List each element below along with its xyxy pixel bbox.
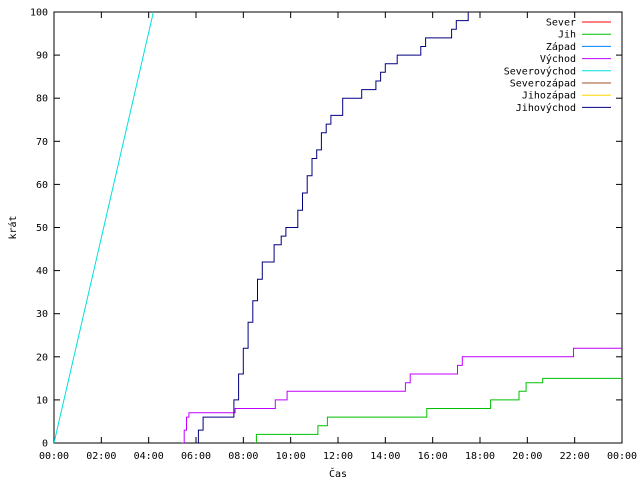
x-tick-label: 14:00 (370, 451, 400, 462)
legend: SeverJihZápadVýchodSeverovýchodSeverozáp… (504, 18, 611, 114)
x-tick-label: 10:00 (276, 451, 306, 462)
legend-label: Severovýchod (504, 65, 576, 77)
series-layer (54, 12, 622, 443)
y-tick-label: 40 (36, 266, 48, 277)
x-tick-label: 04:00 (134, 451, 164, 462)
legend-label: Severozápad (510, 78, 576, 90)
legend-label: Jih (558, 30, 576, 41)
legend-label: Západ (546, 41, 576, 53)
x-tick-label: 16:00 (418, 451, 448, 462)
x-axis-label: Čas (329, 467, 347, 480)
y-tick-label: 60 (36, 180, 48, 191)
y-tick-label: 50 (36, 223, 48, 234)
y-tick-label: 10 (36, 395, 48, 406)
y-tick-label: 0 (42, 439, 48, 450)
y-tick-label: 70 (36, 137, 48, 148)
series-line-3 (181, 347, 622, 443)
y-tick-label: 100 (30, 8, 48, 19)
x-tick-label: 12:00 (323, 451, 353, 462)
ticks-layer: 0 10 20 30 40 50 60 70 80 90 100 00:00 02:00 04:00 06:… (30, 8, 637, 463)
y-tick-label: 20 (36, 352, 48, 363)
legend-label: Jihovýchod (516, 102, 576, 114)
x-tick-label: 22:00 (560, 451, 590, 462)
x-tick-label: 00:00 (39, 451, 69, 462)
y-tick-label: 80 (36, 94, 48, 105)
y-tick-label: 90 (36, 51, 48, 62)
x-tick-label: 06:00 (181, 451, 211, 462)
x-tick-label: 00:00 (607, 451, 637, 462)
legend-label: Sever (546, 18, 576, 29)
y-tick-label: 30 (36, 309, 48, 320)
y-axis-label: krát (7, 215, 19, 239)
x-tick-label: 02:00 (86, 451, 116, 462)
legend-label: Jihozápad (522, 90, 576, 102)
series-line-7 (196, 12, 469, 443)
legend-label: Východ (540, 53, 576, 65)
series-line-1 (255, 377, 622, 443)
x-tick-label: 18:00 (465, 451, 495, 462)
x-tick-label: 20:00 (512, 451, 542, 462)
plot-frame (53, 11, 623, 444)
series-line-4 (54, 12, 154, 443)
x-tick-label: 08:00 (228, 451, 258, 462)
